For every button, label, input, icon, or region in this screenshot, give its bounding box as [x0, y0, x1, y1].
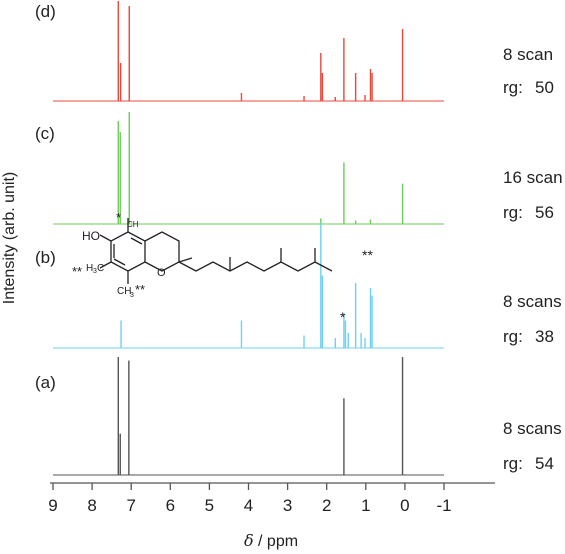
rg-value: 56 [535, 203, 554, 222]
structure-h3c-c: C [97, 263, 104, 274]
x-tick-label: 7 [126, 496, 135, 515]
x-tick-label: 6 [166, 496, 175, 515]
structure-star-top: * [116, 210, 121, 225]
y-axis-label: Intensity (arb. unit) [1, 172, 18, 305]
structure-h3c-h: H [86, 263, 93, 274]
rg-value: 38 [535, 327, 554, 346]
rg-value: 54 [535, 454, 554, 473]
series-trace [53, 223, 444, 349]
rg-label: rg: [503, 78, 523, 97]
peak-annotation-single-star: * [340, 309, 346, 325]
rg-label: rg: [503, 203, 523, 222]
structure-o-ring: O [157, 267, 166, 279]
molecule-structure [99, 218, 333, 284]
rg-label: rg: [503, 327, 523, 346]
x-tick-label: 3 [283, 496, 292, 515]
molecule-labels: * CH HO O ** H 3 C CH 3 ** [72, 210, 166, 299]
x-axis-label-unit: / ppm [254, 533, 298, 550]
rg-label: rg: [503, 454, 523, 473]
structure-bottom-sub: 3 [130, 292, 134, 299]
peak-annotation-double-star: ** [362, 247, 373, 263]
x-tick-label: 8 [87, 496, 96, 515]
series-trace [53, 357, 444, 476]
pyran-ring [144, 231, 180, 272]
structure-left-stars: ** [72, 264, 82, 279]
series-trace [53, 1, 444, 102]
series-trace [53, 112, 444, 225]
series-d-info: 8 scan rg: 50 [503, 45, 554, 97]
x-tick-label: 9 [48, 496, 57, 515]
panel-label-b: (b) [35, 248, 56, 267]
x-tick-label: 4 [244, 496, 253, 515]
scan-label: 8 scans [503, 292, 562, 311]
panel-label-c: (c) [35, 124, 55, 143]
x-axis-label: δ / ppm [244, 531, 298, 550]
x-tick-label: 1 [361, 496, 370, 515]
x-axis-ticks: 9 8 7 6 5 4 3 2 1 0 -1 [48, 483, 452, 515]
x-axis-label-symbol: δ [244, 531, 254, 550]
panel-label-d: (d) [35, 2, 56, 21]
structure-bottom-ch: CH [117, 286, 131, 297]
series-a-info: 8 scans rg: 54 [503, 419, 562, 473]
structure-top-ch3: CH [127, 220, 139, 229]
scan-label: 8 scans [503, 419, 562, 438]
rg-value: 50 [535, 78, 554, 97]
series-c-info: 16 scan rg: 56 [503, 168, 563, 222]
structure-bottom-stars: ** [135, 282, 145, 297]
aromatic-ring [110, 231, 146, 272]
phytyl-chain [178, 261, 333, 272]
x-tick-label: -1 [436, 496, 451, 515]
structure-h3c-sub: 3 [93, 268, 97, 275]
scan-label: 8 scan [503, 45, 553, 64]
scan-label: 16 scan [503, 168, 563, 187]
x-tick-label: 5 [205, 496, 214, 515]
spectra-group [53, 1, 444, 476]
x-tick-label: 0 [400, 496, 409, 515]
series-b-info: 8 scans rg: 38 [503, 292, 562, 346]
x-tick-label: 2 [322, 496, 331, 515]
panel-label-a: (a) [35, 373, 56, 392]
structure-ho: HO [82, 229, 100, 243]
